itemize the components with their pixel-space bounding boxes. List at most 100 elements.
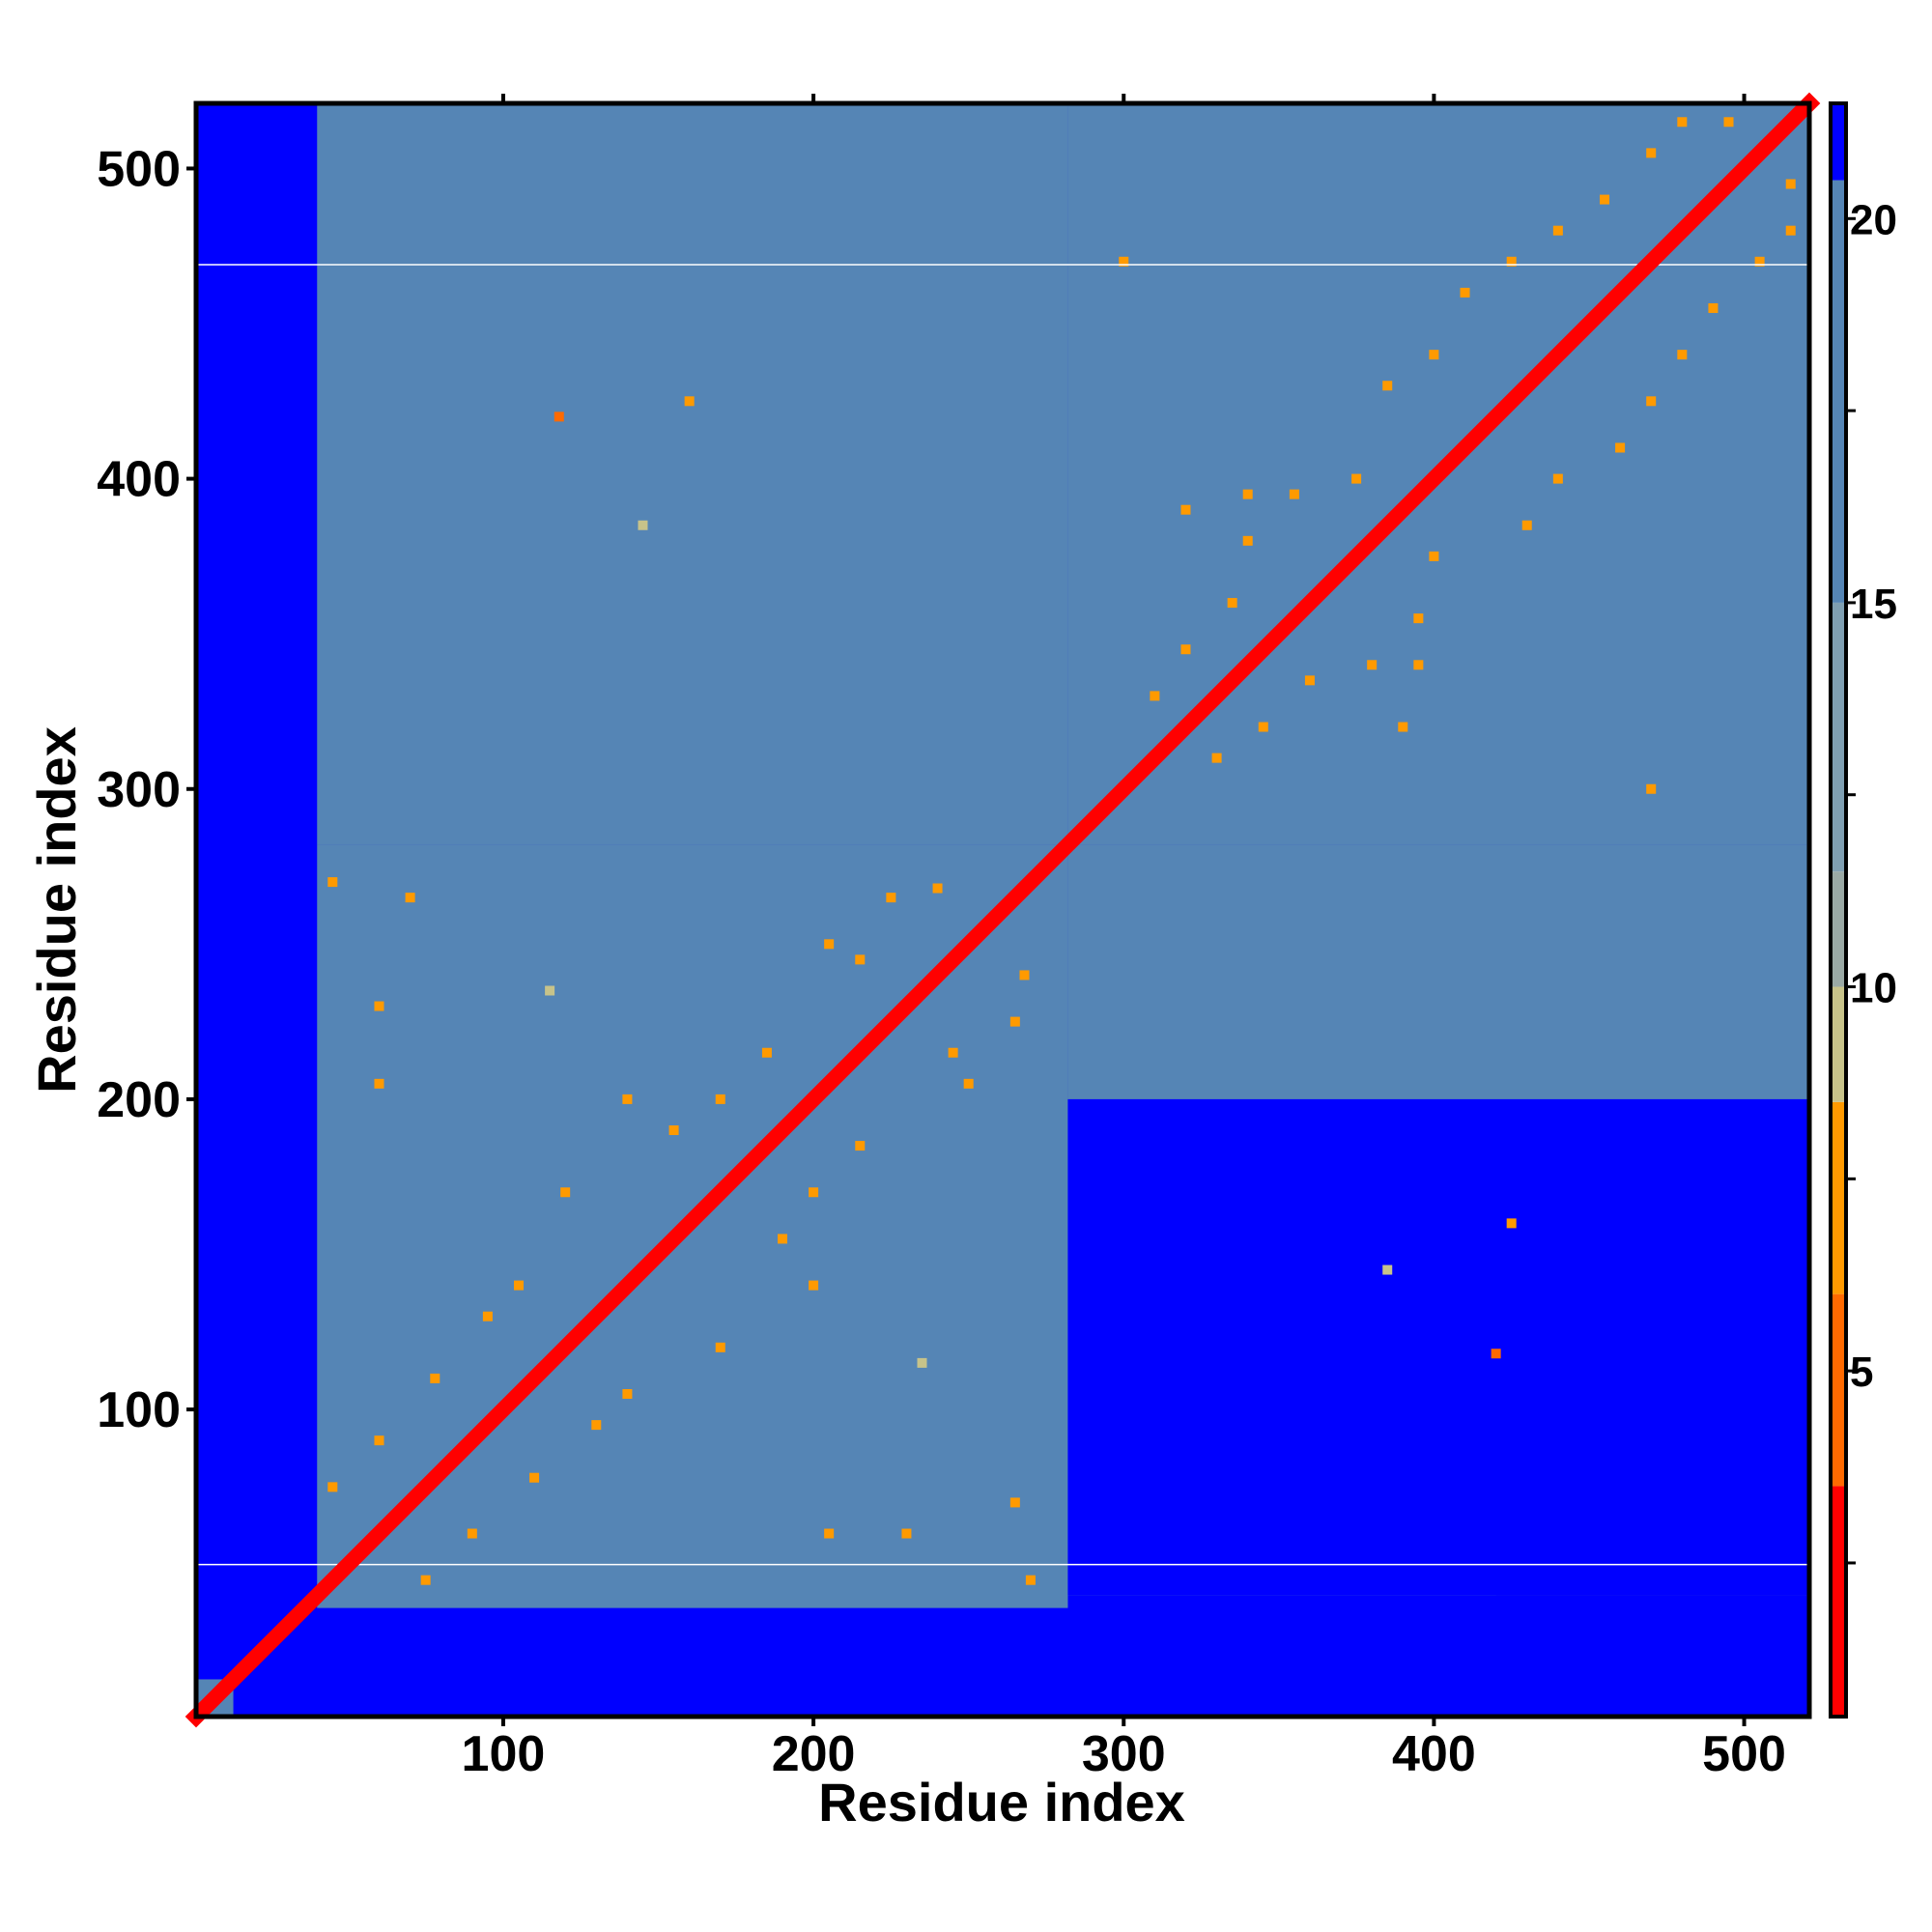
contact-cell-9-0 <box>761 1047 772 1058</box>
contact-cell-20-0 <box>1180 644 1191 655</box>
contact-cell-16-0 <box>545 985 555 996</box>
colorbar: 5 10 15 20 <box>1829 101 1897 1719</box>
x-tick-label: 300 <box>1082 1726 1166 1782</box>
colorbar-tick-label: 15 <box>1850 581 1897 628</box>
contact-cell-39-0 <box>1382 1264 1393 1275</box>
contact-cell-32-0 <box>1677 117 1688 128</box>
contact-cell-25-1 <box>1521 520 1532 530</box>
contact-cell-19-0 <box>1150 691 1160 701</box>
contact-cell-34-1 <box>1646 783 1657 794</box>
contact-cell-23-0 <box>1289 489 1299 499</box>
colorbar-tick-label: 20 <box>1850 196 1897 243</box>
contact-cell-15-1 <box>1009 1497 1020 1508</box>
contact-cell-10-1 <box>963 1078 974 1089</box>
contact-cell-37-1 <box>554 412 564 422</box>
contact-cell-24-1 <box>1429 551 1439 561</box>
y-tick-label: 100 <box>97 1382 181 1438</box>
contact-cell-31-1 <box>1754 256 1765 267</box>
contact-cell-10-0 <box>824 939 835 950</box>
contact-cell-22-0 <box>1242 535 1253 546</box>
contact-cell-11-1 <box>948 1047 958 1058</box>
contact-cell-16-1 <box>917 1357 927 1368</box>
contact-cell-39-1 <box>638 520 648 530</box>
colorbar-segment-4 <box>1831 871 1846 987</box>
contact-cell-33-1 <box>1785 179 1796 189</box>
x-axis-title: Residue index <box>818 1772 1185 1833</box>
contact-cell-0-1 <box>420 1575 431 1585</box>
contact-cell-28-1 <box>1646 396 1657 407</box>
contact-cell-4-1 <box>622 1389 633 1399</box>
contact-cell-18-0 <box>1025 1575 1036 1585</box>
colorbar-segment-0 <box>1831 1486 1846 1717</box>
contact-cell-12-1 <box>1009 1016 1020 1027</box>
contact-cell-13-0 <box>932 883 943 894</box>
colorbar-segment-7 <box>1831 103 1846 181</box>
colorbar-segment-6 <box>1831 180 1846 603</box>
contact-cell-9-1 <box>855 1141 866 1151</box>
contact-cell-5-1 <box>715 1342 725 1352</box>
contact-cell-6-0 <box>622 1094 633 1104</box>
contact-cell-3-1 <box>591 1420 602 1431</box>
x-axis: 100 200 300 400 500 <box>462 94 1786 1782</box>
colorbar-segment-3 <box>1831 986 1846 1102</box>
x-tick-label: 100 <box>462 1726 546 1782</box>
colorbar-border <box>1829 101 1848 1719</box>
contact-cell-28-0 <box>1506 256 1517 267</box>
contact-cell-8-0 <box>715 1094 725 1104</box>
contact-cell-33-0 <box>1723 117 1734 128</box>
contact-cell-2-0 <box>430 1373 440 1383</box>
contact-cell-12-0 <box>886 893 896 903</box>
colorbar-segment-2 <box>1831 1101 1846 1294</box>
contact-cell-27-1 <box>1615 442 1626 453</box>
contact-cell-19-1 <box>1211 753 1222 763</box>
x-tick-label: 400 <box>1392 1726 1476 1782</box>
contact-cell-35-1 <box>1180 504 1191 515</box>
contact-cell-18-1 <box>327 877 338 888</box>
contact-cell-15-0 <box>405 893 415 903</box>
contact-cell-38-1 <box>684 396 695 407</box>
contact-cell-14-1 <box>901 1528 912 1539</box>
contact-cell-27-0 <box>1460 287 1470 298</box>
contact-cell-13-1 <box>1019 970 1030 980</box>
heatmap-grid-lines <box>196 264 1809 1566</box>
colorbar-tick-label: 10 <box>1850 965 1897 1012</box>
y-axis: 100 200 300 400 500 <box>97 141 196 1438</box>
heatmap-region-6 <box>1495 1285 1809 1596</box>
x-tick-label: 500 <box>1702 1726 1786 1782</box>
contact-cell-32-1 <box>1785 225 1796 236</box>
contact-cell-1-1 <box>467 1528 477 1539</box>
contact-cell-4-0 <box>514 1280 524 1291</box>
contact-cell-6-1 <box>809 1280 819 1291</box>
contact-cell-37-0 <box>1491 1349 1501 1359</box>
contact-cell-36-0 <box>1413 660 1424 670</box>
contact-cell-31-0 <box>1646 148 1657 158</box>
contact-cell-20-1 <box>1258 722 1268 732</box>
colorbar-tick-label: 5 <box>1850 1349 1873 1396</box>
contact-cell-8-1 <box>809 1187 819 1198</box>
heatmap-diagonal <box>185 92 1821 1728</box>
colorbar-segment-5 <box>1831 602 1846 872</box>
contact-cell-7-0 <box>668 1125 679 1136</box>
contact-cell-5-0 <box>560 1187 571 1198</box>
contact-cell-24-0 <box>1351 473 1362 484</box>
contact-cell-21-0 <box>1227 598 1237 609</box>
contact-cell-30-1 <box>1708 302 1719 313</box>
contact-cell-36-1 <box>1242 489 1253 499</box>
contact-cell-17-1 <box>374 1078 384 1089</box>
contact-cell-3-0 <box>482 1311 493 1321</box>
y-tick-label: 500 <box>97 141 181 197</box>
contact-cell-26-0 <box>1429 350 1439 360</box>
heatmap-region-3 <box>317 103 1068 845</box>
contact-cell-2-1 <box>529 1472 540 1483</box>
heatmap-plot-area <box>185 92 1821 1728</box>
y-tick-label: 300 <box>97 762 181 818</box>
contact-cell-1-0 <box>374 1435 384 1446</box>
contact-cell-35-0 <box>1398 722 1408 732</box>
contact-cell-38-0 <box>1506 1218 1517 1229</box>
heatmap-contacts <box>327 117 1796 1585</box>
contact-cell-29-0 <box>1552 225 1563 236</box>
contact-cell-11-0 <box>855 954 866 965</box>
contact-cell-7-1 <box>777 1234 787 1244</box>
x-tick-label: 200 <box>772 1726 856 1782</box>
